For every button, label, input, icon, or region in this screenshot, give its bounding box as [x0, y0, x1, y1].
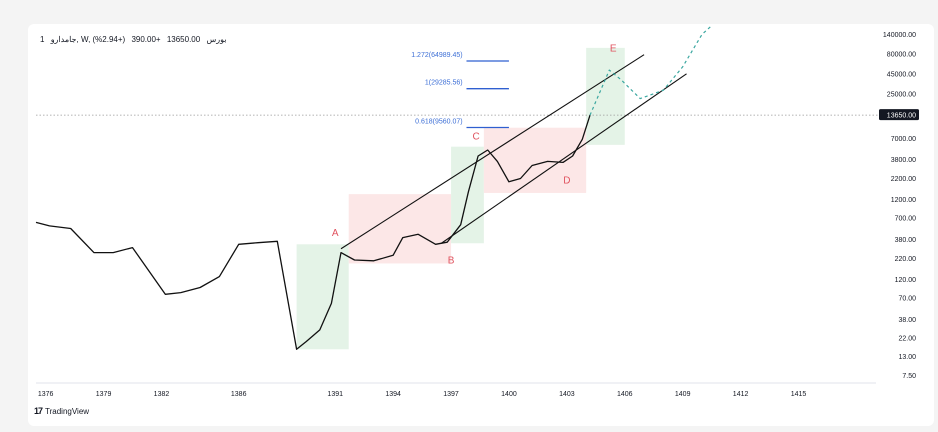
zone-boxes: [296, 47, 625, 350]
wave-label-E: E: [610, 44, 617, 55]
fib-levels: 1.272(64989.45) 1(29285.56) 0.618(9560.07): [411, 52, 509, 129]
zone-box-red: [483, 127, 587, 193]
brand-name: TradingView: [45, 406, 90, 416]
x-tick-label: 1394: [385, 391, 401, 398]
y-tick-label: 13.00: [898, 354, 916, 361]
channel-line: [441, 73, 687, 244]
y-tick-label: 220.00: [895, 256, 917, 263]
y-tick-label: 45000.00: [887, 71, 916, 78]
x-tick-label: 1382: [154, 391, 170, 398]
y-tick-label: 7.50: [902, 373, 916, 380]
time-axis: 1376 1379 1382 1386 1391 1394 1397 1400 1403 1406…: [36, 382, 876, 398]
last-price-tag: [879, 109, 919, 121]
tradingview-brand[interactable]: 17 TradingView: [34, 406, 89, 416]
price-axis: 140000.00 80000.00 45000.00 25000.00 7000.00…: [879, 32, 919, 380]
wave-label-B: B: [448, 255, 455, 266]
y-tick-label: 700.00: [895, 216, 917, 223]
trend-channel: [340, 54, 687, 250]
price-series: [35, 25, 713, 350]
y-tick-label: 2200.00: [891, 176, 916, 183]
symbol-name[interactable]: جامدارو, W, بورس: [50, 35, 227, 44]
zone-box-red: [348, 194, 452, 264]
y-tick-label: 380.00: [895, 237, 917, 244]
wave-label-A: A: [332, 228, 339, 239]
x-tick-label: 1376: [38, 391, 54, 398]
zone-box-green: [586, 47, 625, 145]
last-price-label: 13650.00: [887, 113, 916, 120]
wave-labels: A B C D E: [332, 44, 617, 267]
y-tick-label: 7000.00: [891, 136, 916, 143]
y-tick-label: 38.00: [898, 317, 916, 324]
fib-level-label: 1.272(64989.45): [411, 52, 462, 59]
x-tick-label: 1406: [617, 391, 633, 398]
y-tick-label: 80000.00: [887, 51, 916, 58]
y-tick-label: 70.00: [898, 296, 916, 303]
y-tick-label: 140000.00: [883, 32, 916, 39]
projection-line: [589, 25, 713, 116]
y-tick-label: 25000.00: [887, 92, 916, 99]
channel-line: [340, 54, 645, 250]
x-tick-label: 1397: [443, 391, 459, 398]
fib-level-label: 1(29285.56): [425, 80, 463, 87]
price-change: +390.00: [131, 35, 161, 44]
price-line: [35, 115, 591, 350]
x-tick-label: 1415: [791, 391, 807, 398]
y-tick-label: 3800.00: [891, 157, 916, 164]
x-tick-label: 1412: [733, 391, 749, 398]
wave-label-D: D: [563, 176, 570, 187]
price-change-pct: (+2.94%): [92, 35, 126, 44]
x-tick-label: 1379: [96, 391, 112, 398]
x-tick-label: 1403: [559, 391, 575, 398]
x-tick-label: 1400: [501, 391, 517, 398]
tradingview-logo-icon: 17: [34, 406, 43, 416]
fib-level-label: 0.618(9560.07): [415, 119, 462, 126]
x-tick-label: 1391: [327, 391, 343, 398]
wave-label-C: C: [473, 131, 480, 142]
x-tick-label: 1386: [231, 391, 247, 398]
x-tick-label: 1409: [675, 391, 691, 398]
interval-suffix: 1: [40, 35, 45, 44]
symbol-header: 1 جامدارو, W, بورس 13650.00 +390.00 (+2.…: [40, 35, 230, 44]
zone-box-green: [296, 244, 349, 350]
close-price: 13650.00: [166, 35, 201, 44]
y-tick-label: 22.00: [898, 336, 916, 343]
y-tick-label: 1200.00: [891, 197, 916, 204]
y-tick-label: 120.00: [895, 277, 917, 284]
